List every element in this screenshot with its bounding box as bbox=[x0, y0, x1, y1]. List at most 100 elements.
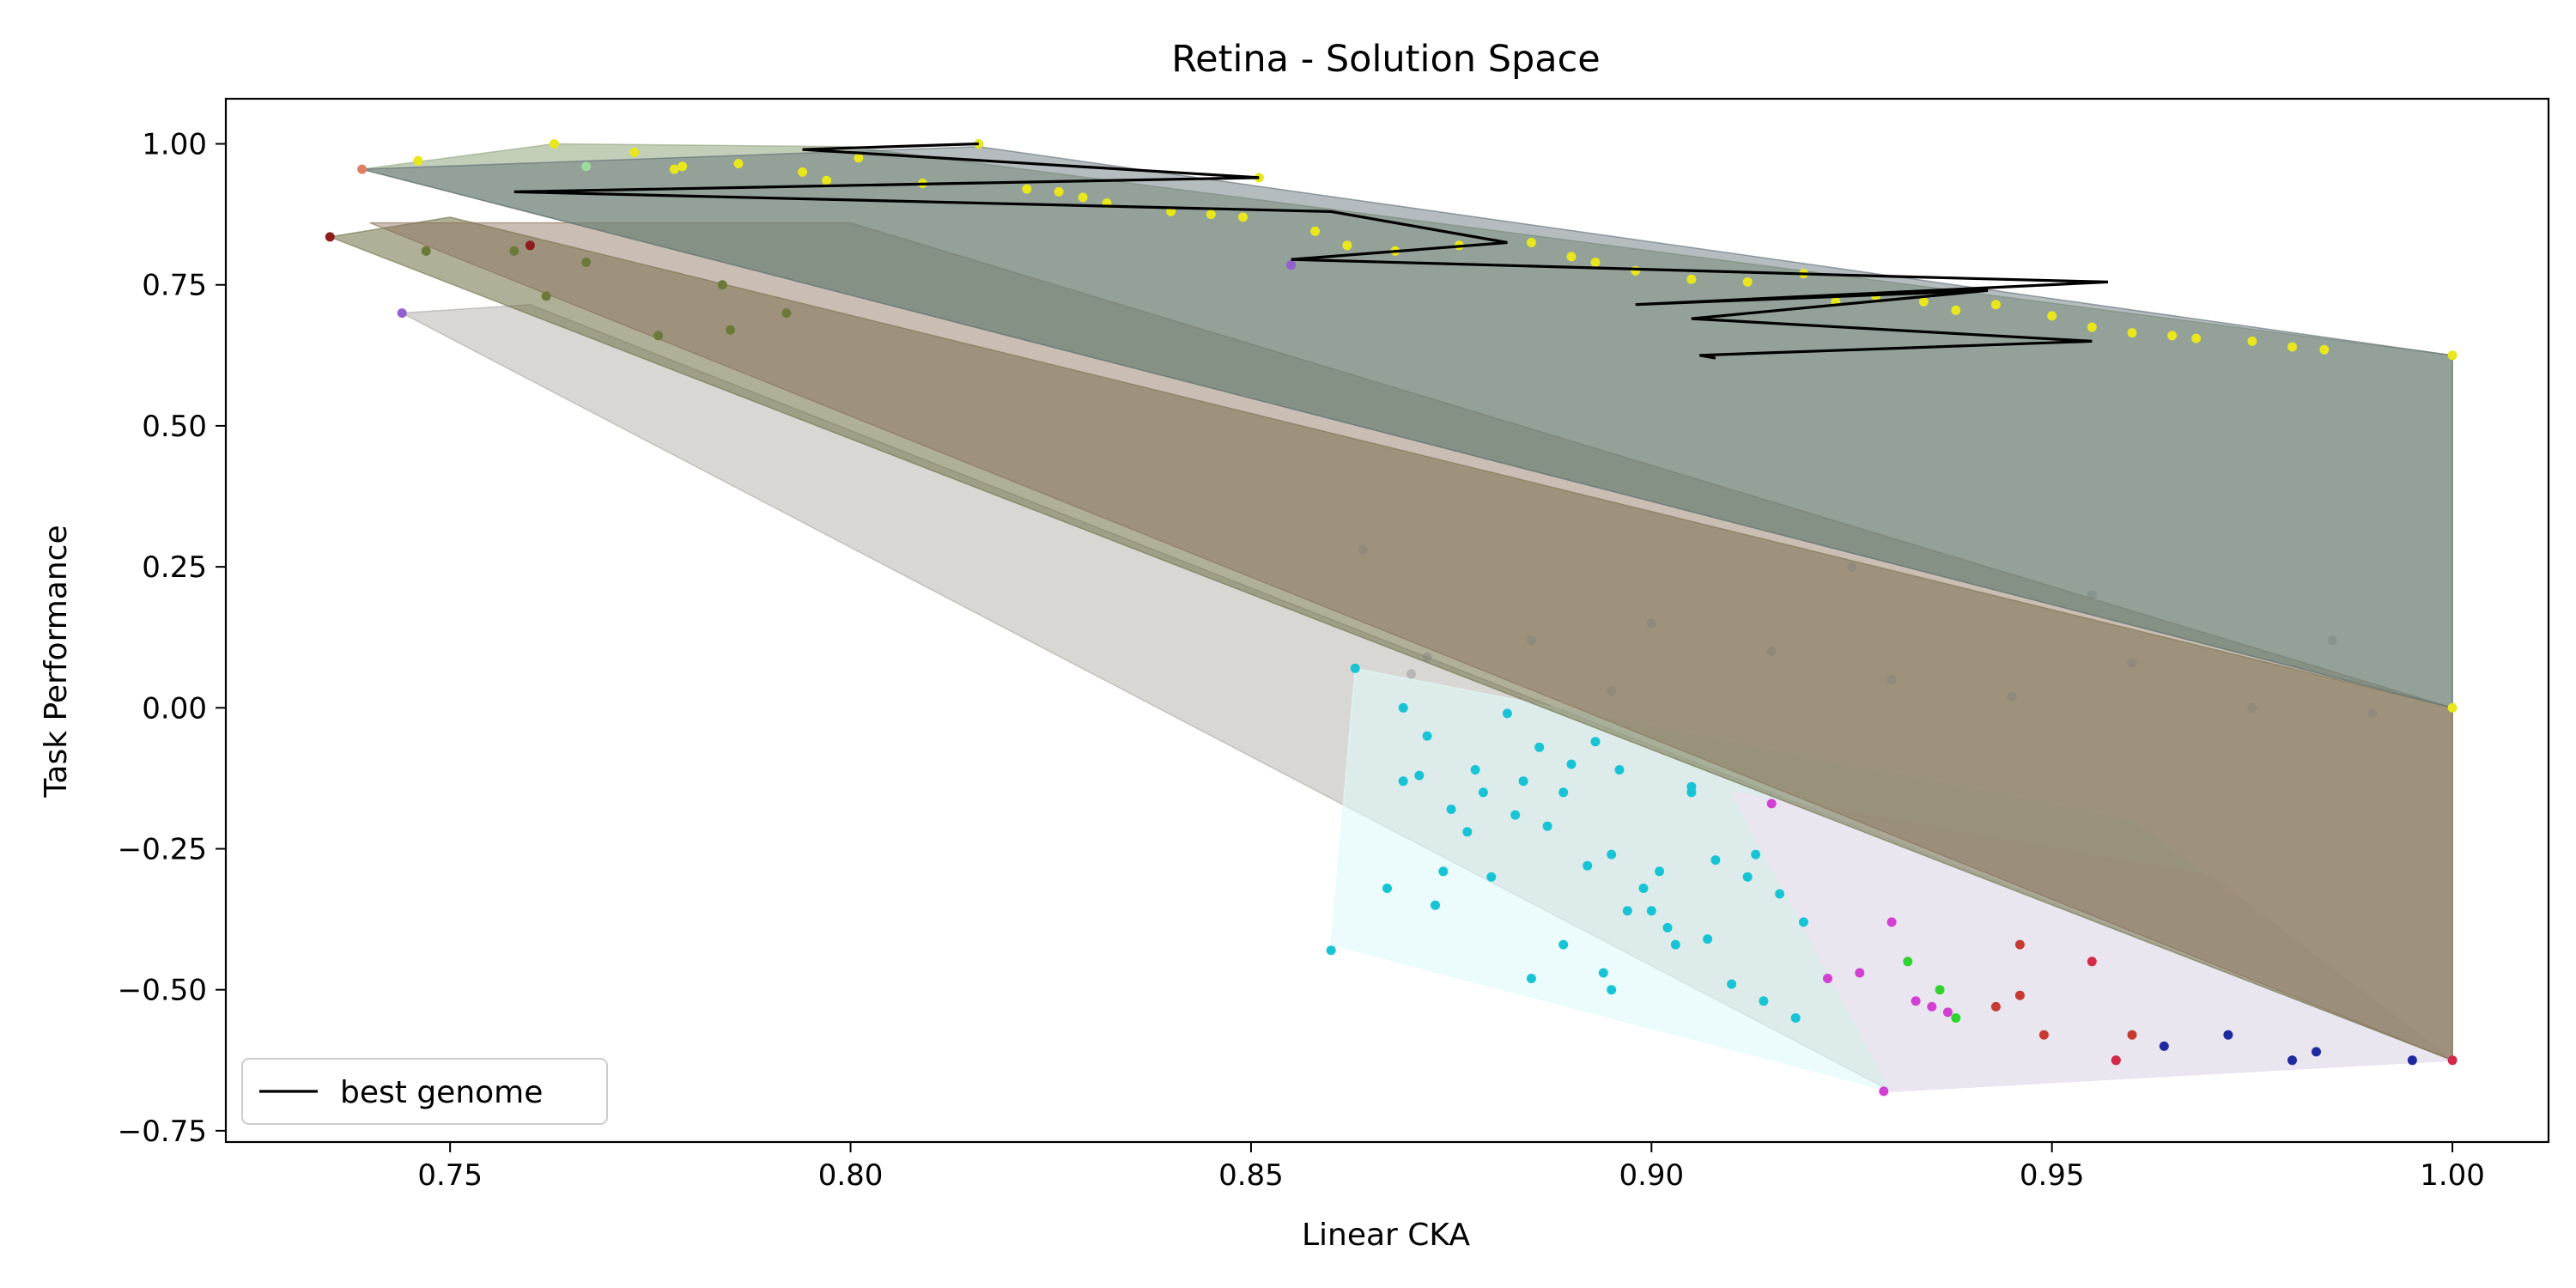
data-point-gray bbox=[2007, 691, 2017, 702]
data-point-gray bbox=[1406, 669, 1416, 679]
data-point-cyan bbox=[1398, 702, 1408, 713]
data-point-maroon bbox=[525, 240, 535, 251]
data-point-cyan bbox=[1775, 889, 1785, 899]
data-point-cyan bbox=[1542, 821, 1552, 831]
data-point-navy bbox=[2312, 1047, 2321, 1057]
data-point-brick bbox=[2127, 1030, 2137, 1040]
data-point-yellow bbox=[1526, 238, 1536, 247]
data-point-yellow bbox=[629, 147, 640, 157]
data-point-magenta bbox=[1855, 968, 1865, 978]
series-maroon bbox=[325, 232, 535, 251]
data-point-yellow bbox=[2047, 311, 2057, 321]
data-point-yellow bbox=[822, 175, 832, 185]
series-gray bbox=[1358, 544, 2378, 719]
data-point-cyan bbox=[1590, 737, 1601, 747]
data-point-gray bbox=[2367, 708, 2378, 719]
data-point-cyan bbox=[1350, 663, 1360, 673]
data-point-cyan bbox=[1478, 787, 1488, 798]
data-point-olive bbox=[781, 308, 792, 319]
data-point-cyan bbox=[1398, 776, 1408, 787]
series-yellow bbox=[413, 139, 2458, 713]
data-point-yellow bbox=[2087, 322, 2097, 332]
data-point-yellow bbox=[677, 161, 688, 172]
chart-title: Retina - Solution Space bbox=[1171, 38, 1601, 81]
data-point-navy bbox=[2407, 1055, 2417, 1066]
data-point-yellow bbox=[733, 159, 744, 168]
data-point-yellow bbox=[1742, 276, 1753, 287]
data-point-olive bbox=[653, 331, 664, 341]
data-point-cyan bbox=[1759, 996, 1769, 1006]
data-point-cyan bbox=[1470, 765, 1480, 775]
data-point-yellow bbox=[1206, 210, 1216, 220]
data-point-yellow bbox=[1022, 184, 1032, 194]
data-point-cyan bbox=[1558, 787, 1569, 798]
data-point-gray bbox=[2087, 590, 2097, 600]
x-tick-label: 0.95 bbox=[2020, 1158, 2085, 1193]
data-point-cyan bbox=[1742, 872, 1753, 882]
data-point-cyan bbox=[1446, 805, 1456, 814]
data-point-yellow bbox=[1918, 296, 1929, 307]
data-point-gray bbox=[1422, 652, 1432, 662]
series-magenta bbox=[1766, 799, 1953, 1097]
data-point-olive bbox=[581, 258, 592, 267]
data-point-cyan bbox=[1431, 900, 1440, 910]
data-point-cyan bbox=[1534, 742, 1545, 752]
data-point-cyan bbox=[1598, 968, 1608, 978]
series-salmon bbox=[357, 164, 368, 174]
data-point-cyan bbox=[1566, 759, 1577, 769]
x-tick-label: 1.00 bbox=[2420, 1158, 2485, 1193]
data-point-cyan bbox=[1703, 934, 1713, 945]
data-point-yellow bbox=[1166, 206, 1176, 216]
data-point-cyan bbox=[1422, 731, 1432, 741]
y-axis-label: Task Performance bbox=[39, 525, 74, 798]
plot-area bbox=[325, 139, 2458, 1097]
data-point-cyan bbox=[1799, 917, 1808, 927]
data-point-purple bbox=[397, 308, 407, 319]
data-point-navy bbox=[2223, 1030, 2233, 1040]
data-point-purple bbox=[1286, 260, 1297, 270]
data-point-magenta bbox=[1942, 1007, 1953, 1018]
data-point-navy bbox=[2159, 1041, 2169, 1051]
data-point-yellow bbox=[1566, 252, 1577, 262]
data-point-yellow bbox=[549, 139, 559, 149]
data-point-gray bbox=[2127, 658, 2137, 668]
data-point-yellow bbox=[1310, 226, 1321, 236]
data-point-yellow bbox=[2127, 328, 2137, 338]
y-tick-label: 0.50 bbox=[142, 410, 207, 444]
data-point-yellow bbox=[854, 153, 864, 163]
data-point-brick bbox=[1990, 1001, 2001, 1012]
data-point-crimson bbox=[2447, 1055, 2458, 1066]
y-tick-label: 0.25 bbox=[142, 550, 207, 585]
data-point-yellow bbox=[1590, 258, 1601, 267]
data-point-cyan bbox=[1686, 781, 1697, 792]
data-point-yellow bbox=[1078, 192, 1088, 203]
data-point-magenta bbox=[1886, 917, 1897, 927]
data-point-magenta bbox=[1927, 1001, 1937, 1012]
series-navy bbox=[2159, 1030, 2417, 1066]
data-point-magenta bbox=[1823, 974, 1832, 983]
data-point-yellow bbox=[798, 167, 808, 177]
axes: 0.75 0.80 0.85 0.90 0.95 1.00 −0.75 −0.50 −0.25 0… bbox=[118, 97, 2550, 1193]
data-point-cyan bbox=[1558, 939, 1569, 950]
data-point-gray bbox=[1847, 562, 1856, 572]
data-point-olive bbox=[541, 291, 551, 301]
data-point-crimson bbox=[2087, 957, 2097, 967]
x-tick-label: 0.75 bbox=[417, 1158, 483, 1193]
data-point-brick bbox=[2014, 939, 2025, 950]
y-tick-label: 0.00 bbox=[142, 691, 207, 726]
data-point-cyan bbox=[1518, 776, 1528, 787]
data-point-brick bbox=[2014, 990, 2025, 1000]
data-point-navy bbox=[2287, 1055, 2297, 1066]
data-point-green bbox=[1935, 985, 1945, 995]
data-point-cyan bbox=[1607, 849, 1617, 860]
data-point-yellow bbox=[1342, 240, 1352, 251]
x-tick-label: 0.80 bbox=[818, 1158, 884, 1193]
plot-frame bbox=[224, 97, 2550, 1144]
x-axis-label: Linear CKA bbox=[1302, 1218, 1470, 1253]
data-point-cyan bbox=[1655, 866, 1665, 877]
series-brick bbox=[1990, 939, 2137, 1040]
data-point-cyan bbox=[1462, 827, 1473, 837]
data-point-yellow bbox=[1054, 186, 1064, 197]
data-point-cyan bbox=[1710, 855, 1721, 866]
